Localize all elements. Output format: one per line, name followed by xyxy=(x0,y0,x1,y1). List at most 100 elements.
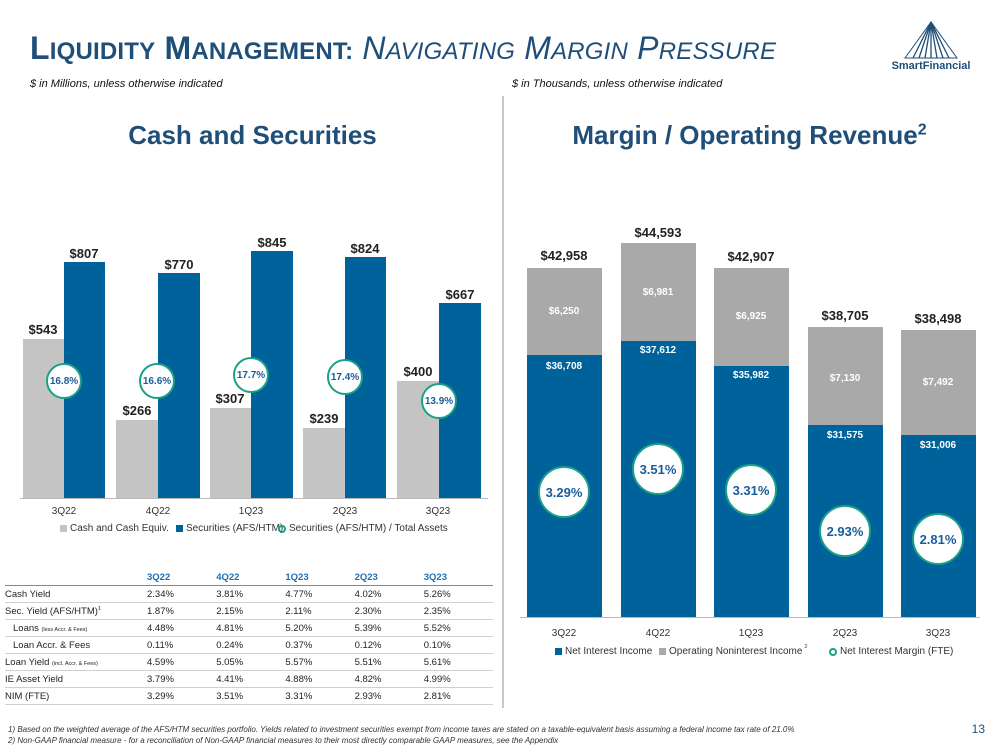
row-label: Loan Yield (incl. Accr. & Fees) xyxy=(5,653,147,672)
ratio-circle-1q23: 17.7% xyxy=(233,357,269,393)
nim-circle-1q23: 3.31% xyxy=(725,464,777,516)
row-label: IE Asset Yield xyxy=(5,670,147,689)
nonint-label-2q23: $7,130 xyxy=(829,373,861,384)
legend-label: Securities (AFS/HTM) xyxy=(186,523,284,534)
left-unit-note: $ in Millions, unless otherwise indicate… xyxy=(30,78,223,90)
right-legend-nonint: Operating Noninterest Income 2 xyxy=(659,643,808,657)
ratio-circle-3q23: 13.9% xyxy=(421,383,457,419)
total-label-3q23: $38,498 xyxy=(914,311,962,326)
left-chart-baseline xyxy=(20,498,488,499)
table-cell: 5.57% xyxy=(285,653,355,672)
footnote-marker: 1 xyxy=(97,605,101,612)
table-cell: 2.93% xyxy=(354,687,424,706)
securities-label-4q22: $770 xyxy=(164,257,194,272)
table-header: 3Q22 xyxy=(147,570,217,586)
securities-label-3q23: $667 xyxy=(445,287,475,302)
nii-label-1q23: $35,982 xyxy=(732,370,770,381)
table-cell: 1.87% xyxy=(147,602,217,621)
ratio-circle-4q22: 16.6% xyxy=(139,363,175,399)
row-label-text: Sec. Yield (AFS/HTM) xyxy=(5,605,98,617)
table-cell: 4.59% xyxy=(147,653,217,672)
legend-swatch-blue xyxy=(555,648,562,655)
logo-text: SmartFinancial xyxy=(891,60,971,72)
table-row: Sec. Yield (AFS/HTM)1 1.87% 2.15% 2.11% … xyxy=(5,602,493,621)
x-label-2q23: 2Q23 xyxy=(832,628,858,639)
right-chart-baseline xyxy=(520,617,980,618)
margin-revenue-title-text: Margin / Operating Revenue xyxy=(572,120,918,150)
nii-label-4q22: $37,612 xyxy=(639,345,677,356)
table-cell: 2.15% xyxy=(216,602,286,621)
table-row: Loan Accr. & Fees 0.11% 0.24% 0.37% 0.12… xyxy=(5,636,493,655)
nonint-label-3q23: $7,492 xyxy=(922,377,954,388)
row-label: NIM (FTE) xyxy=(5,687,147,706)
cash-bar-1q23 xyxy=(210,408,251,498)
right-legend-nim: Net Interest Margin (FTE) xyxy=(829,646,953,657)
table-cell: 2.34% xyxy=(147,585,217,603)
table-cell: 3.31% xyxy=(285,687,355,706)
right-unit-note: $ in Thousands, unless otherwise indicat… xyxy=(512,78,723,90)
nonint-label-3q22: $6,250 xyxy=(548,306,580,317)
table-cell: 3.81% xyxy=(216,585,286,603)
table-cell: 3.79% xyxy=(147,670,217,689)
legend-label: Operating Noninterest Income xyxy=(669,646,803,657)
footnote-2: 2) Non-GAAP financial measure - for a re… xyxy=(8,736,559,745)
footnote-1: 1) Based on the weighted average of the … xyxy=(8,725,795,734)
table-cell: 5.26% xyxy=(423,585,493,603)
nonint-bar-1q23 xyxy=(714,268,789,366)
table-row: Cash Yield 2.34% 3.81% 4.77% 4.02% 5.26% xyxy=(5,585,493,603)
nonint-bar-3q23 xyxy=(901,330,976,435)
legend-label: Net Interest Income xyxy=(565,646,653,657)
legend-label: Securities (AFS/HTM) / Total Assets xyxy=(289,523,448,534)
row-label: Loans (less Accr. & Fees) xyxy=(5,619,147,638)
legend-swatch-gray xyxy=(60,525,67,532)
total-label-3q22: $42,958 xyxy=(540,248,588,263)
table-cell: 4.02% xyxy=(354,585,424,603)
total-label-2q23: $38,705 xyxy=(821,308,869,323)
table-cell: 2.30% xyxy=(354,602,424,621)
legend-ring-icon xyxy=(278,524,286,533)
row-label: Sec. Yield (AFS/HTM)1 xyxy=(5,602,147,621)
nim-circle-3q22: 3.29% xyxy=(538,466,590,518)
page-title: LIQUIDITY MANAGEMENT: NAVIGATING MARGIN … xyxy=(30,30,777,66)
table-row: IE Asset Yield 3.79% 4.41% 4.88% 4.82% 4… xyxy=(5,670,493,689)
table-cell: 4.88% xyxy=(285,670,355,689)
logo-mountain-icon xyxy=(904,21,958,59)
legend-ring-icon xyxy=(829,647,837,656)
securities-label-2q23: $824 xyxy=(350,241,380,256)
legend-label: Cash and Cash Equiv. xyxy=(70,523,169,534)
table-cell: 3.51% xyxy=(216,687,286,706)
table-cell: 4.99% xyxy=(423,670,493,689)
legend-swatch-gray xyxy=(659,648,666,655)
table-cell: 4.77% xyxy=(285,585,355,603)
nonint-bar-3q22 xyxy=(527,268,602,355)
page-number: 13 xyxy=(971,722,985,736)
cash-bar-4q22 xyxy=(116,420,158,498)
total-label-1q23: $42,907 xyxy=(727,249,775,264)
table-cell: 2.81% xyxy=(423,687,493,706)
left-legend-ratio: Securities (AFS/HTM) / Total Assets xyxy=(278,523,448,534)
table-cell: 4.41% xyxy=(216,670,286,689)
table-row: Loan Yield (incl. Accr. & Fees) 4.59% 5.… xyxy=(5,653,493,672)
nim-circle-4q22: 3.51% xyxy=(632,443,684,495)
legend-swatch-blue xyxy=(176,525,183,532)
table-cell: 4.82% xyxy=(354,670,424,689)
row-label-note: (less Accr. & Fees) xyxy=(41,626,88,633)
x-label-4q22: 4Q22 xyxy=(645,628,671,639)
x-label-1q23: 1Q23 xyxy=(738,628,764,639)
table-row: Loans (less Accr. & Fees) 4.48% 4.81% 5.… xyxy=(5,619,493,638)
table-cell: 5.05% xyxy=(216,653,286,672)
footnote-marker: 2 xyxy=(804,643,808,650)
x-label-3q22: 3Q22 xyxy=(51,506,77,517)
total-label-4q22: $44,593 xyxy=(634,225,682,240)
table-cell: 5.20% xyxy=(285,619,355,638)
table-cell: 2.35% xyxy=(423,602,493,621)
nim-circle-2q23: 2.93% xyxy=(819,505,871,557)
x-label-1q23: 1Q23 xyxy=(238,506,264,517)
table-header-row: 3Q22 4Q22 1Q23 2Q23 3Q23 xyxy=(5,570,493,586)
table-cell: 5.39% xyxy=(354,619,424,638)
cash-label-4q22: $266 xyxy=(122,403,152,418)
cash-label-3q23: $400 xyxy=(403,364,433,379)
ratio-circle-2q23: 17.4% xyxy=(327,359,363,395)
